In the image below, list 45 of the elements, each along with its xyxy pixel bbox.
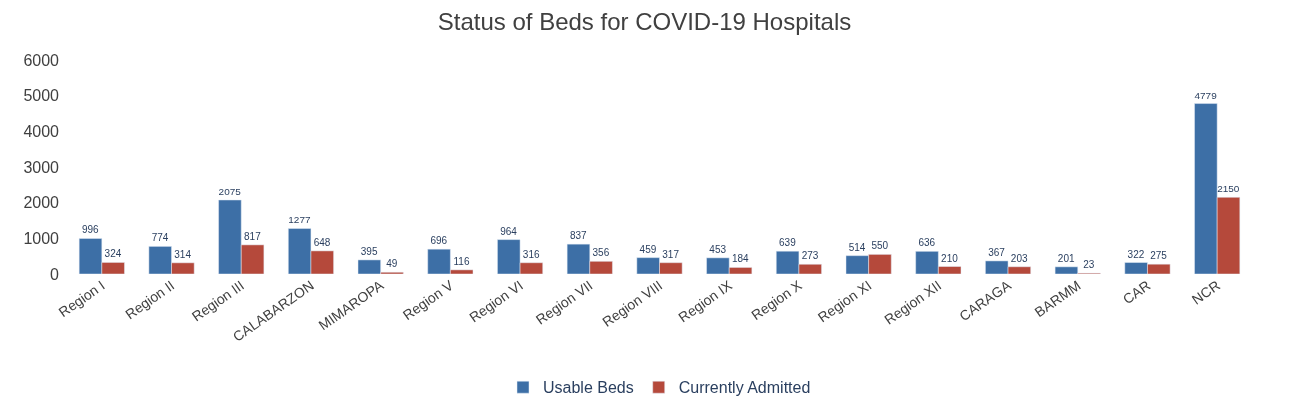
data-label: 964 — [500, 225, 518, 237]
data-label: 648 — [313, 236, 331, 248]
data-label: 322 — [1127, 248, 1145, 260]
data-label: 314 — [174, 248, 192, 260]
data-label: 49 — [386, 258, 398, 270]
data-label: 316 — [522, 248, 540, 260]
data-label: 317 — [662, 248, 680, 260]
data-label: 203 — [1010, 252, 1028, 264]
data-label: 817 — [244, 230, 262, 242]
y-tick-label: 0 — [50, 265, 60, 283]
legend-label: Usable Beds — [543, 379, 634, 397]
data-label: 273 — [801, 250, 819, 262]
x-tick-label: CAR — [1119, 277, 1154, 308]
data-label: 2075 — [218, 185, 242, 197]
data-label: 550 — [871, 240, 889, 252]
data-label: 774 — [151, 232, 169, 244]
data-label: 184 — [731, 253, 750, 265]
data-label: 201 — [1057, 252, 1075, 264]
data-label: 1277 — [288, 214, 311, 226]
y-tick-label: 2000 — [23, 194, 60, 212]
y-tick-label: 1000 — [23, 229, 60, 247]
data-label: 275 — [1150, 250, 1168, 262]
data-label: 367 — [988, 246, 1006, 258]
data-label: 514 — [848, 241, 866, 253]
data-label: 459 — [639, 243, 657, 255]
data-label: 837 — [569, 230, 588, 242]
data-label: 23 — [1083, 259, 1095, 271]
data-label: 696 — [430, 235, 448, 247]
data-label: 2150 — [1217, 183, 1240, 195]
data-label: 996 — [81, 224, 100, 236]
data-label: 636 — [918, 237, 936, 249]
chart-title: Status of Beds for COVID-19 Hospitals — [437, 8, 852, 35]
y-tick-label: 6000 — [23, 51, 60, 69]
data-label: 324 — [104, 248, 122, 260]
y-tick-label: 4000 — [23, 122, 60, 140]
data-label: 356 — [592, 247, 610, 259]
data-label: 395 — [360, 245, 378, 257]
legend-label: Currently Admitted — [678, 379, 811, 397]
data-label: 453 — [709, 243, 727, 255]
y-tick-label: 3000 — [23, 158, 60, 176]
data-label: 210 — [941, 252, 959, 264]
data-label: 639 — [779, 237, 797, 249]
y-tick-label: 5000 — [23, 87, 60, 105]
data-label: 4779 — [1194, 89, 1218, 101]
data-label: 116 — [453, 255, 470, 267]
